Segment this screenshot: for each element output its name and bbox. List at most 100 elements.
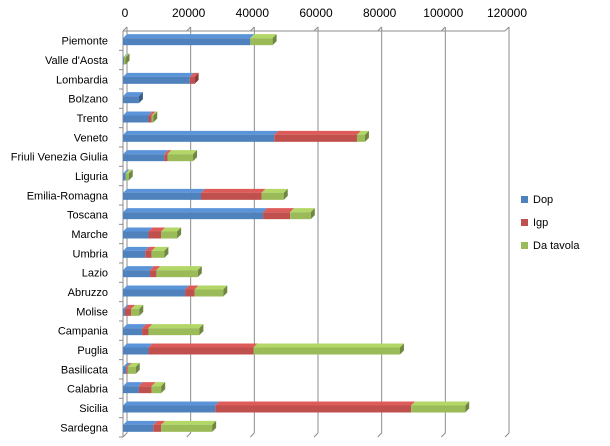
bar-segment-top (167, 150, 198, 155)
gridline-top-diag (249, 26, 255, 32)
legend-swatch (521, 242, 528, 249)
bar-end-cap (199, 324, 204, 336)
bar-segment (151, 250, 165, 258)
bar-segment-top (123, 169, 130, 174)
bar-segment-top (123, 72, 194, 77)
bar-segment (123, 115, 149, 123)
bar-segment (194, 289, 224, 297)
gridline-bottom-diag (313, 432, 319, 438)
bar-end-cap (194, 72, 199, 84)
bar-segment (411, 405, 466, 413)
bar-segment-top (123, 188, 205, 193)
bar-segment (151, 386, 162, 394)
x-tick-label: 40000 (236, 6, 270, 20)
bar-segment-top (123, 130, 279, 135)
bar-segment-top (123, 382, 143, 387)
bar-segment (123, 289, 186, 297)
gridline-top-diag (440, 26, 446, 32)
bar-segment (123, 173, 126, 181)
legend-swatch (521, 219, 528, 226)
category-label: Valle d'Aosta (45, 55, 109, 67)
gridline-bottom-diag (504, 432, 510, 438)
category-label: Veneto (74, 132, 108, 144)
category-label: Marche (71, 229, 108, 241)
bar-segment (200, 192, 262, 200)
bar-segment (123, 250, 146, 258)
bar-segment-top (161, 420, 217, 425)
bar-segment-top (123, 92, 143, 97)
category-label: Lazio (82, 268, 108, 280)
bar-segment (123, 366, 127, 374)
bar-segment-top (148, 227, 166, 232)
bar-segment (185, 289, 195, 297)
bar-segment-top (138, 382, 156, 387)
bar-segment (123, 212, 264, 220)
bar-segment-top (189, 72, 199, 77)
bar-segment-top (125, 169, 133, 174)
gridline-bottom-diag (249, 432, 255, 438)
x-tick-label: 80000 (363, 6, 397, 20)
bar-segment (274, 134, 357, 142)
bar-segment (189, 76, 195, 84)
bar-segment (123, 308, 125, 316)
bar-segment-top (123, 53, 130, 58)
bar-segment-top (123, 227, 153, 232)
bar-segment (261, 192, 284, 200)
bar-segment-top (215, 401, 416, 406)
bar-segment-top (356, 130, 369, 135)
gridline-top-diag (186, 26, 192, 32)
bar-segment-top (161, 227, 182, 232)
bar-end-cap (177, 227, 182, 239)
bar-segment-top (123, 34, 255, 39)
bar-segment-top (261, 188, 288, 193)
bar-segment-top (151, 382, 166, 387)
bar-segment-top (142, 324, 153, 329)
bar-segment-top (123, 208, 268, 213)
bar-segment-top (127, 362, 140, 367)
bar-segment (124, 308, 132, 316)
bar-end-cap (135, 362, 140, 374)
bar-end-cap (465, 401, 470, 413)
bar-segment-top (148, 324, 204, 329)
legend-label: Igp (533, 217, 548, 229)
gridline-top-diag (377, 26, 383, 32)
category-axis: Piemonte Valle d'Aosta Lombardia Bolzano Tre… (11, 36, 109, 435)
bar-segment (123, 270, 151, 278)
bar-segment-top (150, 266, 161, 271)
category-label: Puglia (77, 345, 108, 357)
bar-segment-top (123, 285, 190, 290)
category-label: Calabria (67, 384, 109, 396)
bar-end-cap (399, 343, 404, 355)
bar-segment (123, 192, 201, 200)
gridline-bottom-diag (122, 432, 128, 438)
bar-segment-top (126, 362, 132, 367)
bar-end-cap (364, 130, 369, 142)
bars-group (123, 34, 470, 432)
bar-segment-top (148, 343, 258, 348)
bar-segment (142, 328, 149, 336)
bar-segment-top (123, 266, 155, 271)
bar-segment (150, 270, 157, 278)
bar-segment (148, 231, 162, 239)
bar-segment (164, 154, 168, 162)
bar-end-cap (128, 169, 133, 181)
bar-segment (127, 366, 136, 374)
bar-segment (148, 328, 200, 336)
gridline-bottom-diag (377, 432, 383, 438)
gridline-top-diag (313, 26, 319, 32)
bar-end-cap (223, 285, 228, 297)
bar-segment-top (194, 285, 228, 290)
x-tick-label: 20000 (172, 6, 206, 20)
bar-end-cap (125, 53, 130, 65)
bar-segment-top (123, 111, 153, 116)
category-label: Abruzzo (68, 287, 108, 299)
gridline-bottom-diag (440, 432, 446, 438)
bar-segment-top (151, 111, 158, 116)
bar-segment-top (123, 401, 220, 406)
bar-segment (167, 154, 194, 162)
bar-segment-top (145, 246, 156, 251)
bar-segment (356, 134, 365, 142)
bar-segment (123, 38, 251, 46)
x-tick-label: 0 (122, 6, 129, 20)
category-label: Basilicata (61, 364, 109, 376)
